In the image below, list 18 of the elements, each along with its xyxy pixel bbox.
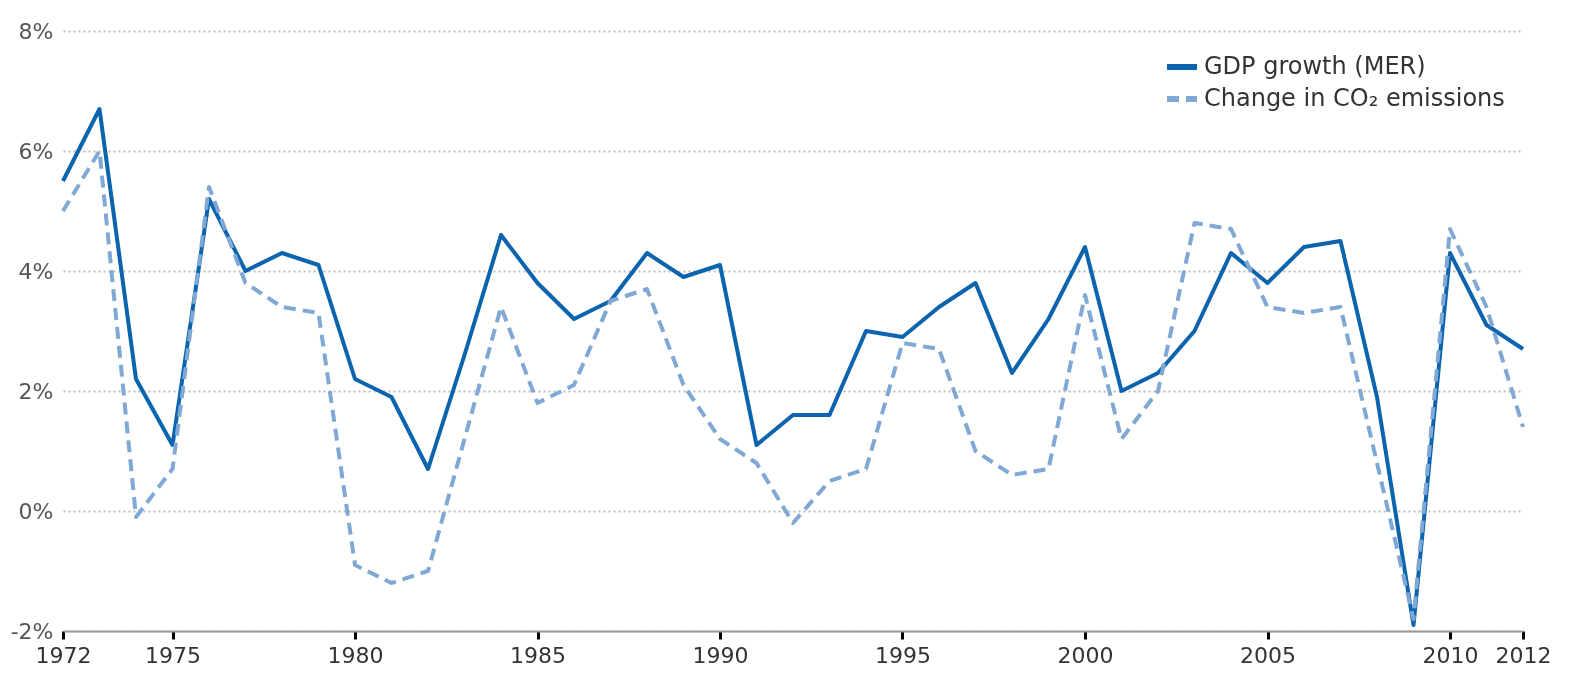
y-tick-label: 6% [18, 138, 54, 164]
y-tick-label: 8% [18, 18, 54, 44]
x-tick-label: 1975 [145, 642, 201, 668]
x-tick-label: 1985 [510, 642, 566, 668]
y-tick-label: -2% [10, 618, 54, 644]
x-tick-label: 1980 [327, 642, 384, 668]
y-tick-label: 4% [18, 258, 54, 284]
x-tick-label: 2012 [1495, 642, 1552, 668]
legend-label: Change in CO₂ emissions [1204, 84, 1505, 112]
legend-label: GDP growth (MER) [1204, 52, 1426, 80]
x-tick-label: 2005 [1240, 642, 1296, 668]
x-tick-label: 1990 [692, 642, 749, 668]
x-tick-label: 1995 [875, 642, 931, 668]
y-tick-label: 0% [18, 498, 54, 524]
y-tick-label: 2% [18, 378, 54, 404]
x-tick-label: 1972 [35, 642, 92, 668]
x-tick-label: 2000 [1057, 642, 1114, 668]
x-tick-label: 2010 [1422, 642, 1479, 668]
